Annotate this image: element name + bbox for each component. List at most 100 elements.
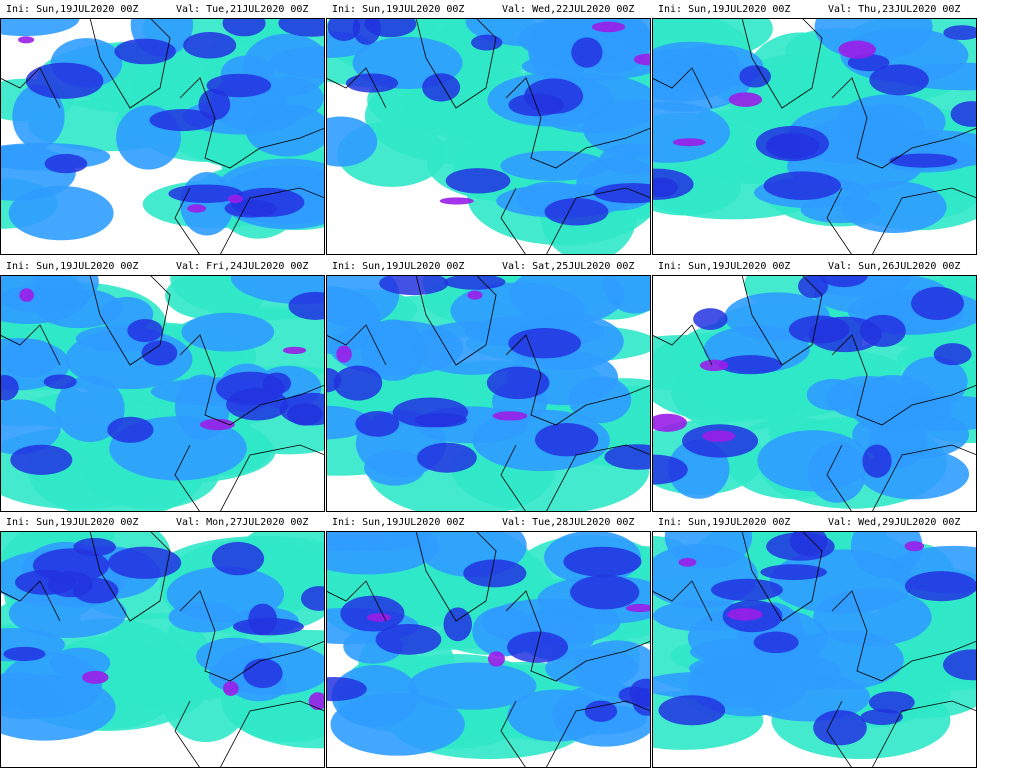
precip-area (18, 36, 35, 44)
precip-area (911, 286, 965, 321)
init-time-label: Ini: Sun,19JUL2020 00Z (6, 4, 138, 15)
precip-area (55, 375, 125, 442)
precip-area (727, 608, 763, 621)
precip-area (860, 708, 903, 726)
coastline (831, 590, 977, 682)
precip-area (658, 695, 726, 726)
coastline (871, 187, 977, 255)
precip-area (308, 692, 325, 711)
precip-area (900, 356, 968, 408)
precip-area (19, 288, 34, 302)
coastline (831, 334, 977, 426)
precip-area (282, 346, 307, 355)
precip-area (245, 104, 325, 157)
precip-area (300, 586, 325, 611)
init-time-label: Ini: Sun,19JUL2020 00Z (332, 4, 464, 15)
precip-area (593, 183, 651, 204)
valid-time-label: Val: Fri,24JUL2020 00Z (176, 261, 308, 272)
precip-area (375, 623, 442, 655)
coastline (179, 77, 325, 169)
coastline (89, 275, 171, 366)
precip-area (82, 670, 109, 684)
precip-area (3, 646, 46, 662)
precip-area (463, 559, 527, 588)
precip-area (819, 275, 868, 288)
init-time-label: Ini: Sun,19JUL2020 00Z (332, 517, 464, 528)
coastline (89, 531, 171, 622)
precip-area (345, 73, 399, 93)
coastline (826, 444, 853, 512)
precip-area (486, 366, 550, 400)
precip-area (652, 101, 730, 163)
coastline (219, 444, 325, 512)
init-time-label: Ini: Sun,19JUL2020 00Z (658, 4, 790, 15)
precip-area (279, 392, 325, 426)
precip-area (664, 531, 753, 569)
coastline (415, 275, 497, 366)
coastline (741, 531, 823, 622)
precip-area (355, 410, 400, 437)
init-time-label: Ini: Sun,19JUL2020 00Z (658, 517, 790, 528)
precip-area (618, 686, 650, 704)
precip-area (570, 575, 640, 610)
init-time-label: Ini: Sun,19JUL2020 00Z (658, 261, 790, 272)
precip-area (443, 275, 506, 290)
precip-area (763, 171, 842, 200)
precip-area (841, 181, 947, 233)
init-time-label: Ini: Sun,19JUL2020 00Z (6, 517, 138, 528)
precip-area (230, 187, 305, 218)
panel-frame (326, 18, 651, 255)
precip-area (248, 603, 278, 635)
precip-area (766, 532, 835, 561)
coastline (415, 531, 497, 622)
precip-area (352, 18, 381, 45)
panel-frame (0, 275, 325, 512)
precip-area (25, 62, 104, 99)
precip-area (327, 18, 361, 41)
precip-area (699, 359, 729, 372)
map-panel (0, 18, 325, 255)
precip-area (379, 275, 449, 296)
precip-area (181, 312, 275, 352)
precip-area (869, 64, 929, 96)
precip-area (753, 631, 799, 654)
map-panel (326, 18, 651, 255)
map-panel (652, 531, 977, 768)
coastline (652, 580, 713, 622)
precip-area (223, 681, 239, 696)
coastline (174, 700, 201, 768)
panel-frame (652, 18, 977, 255)
precip-area (326, 287, 381, 354)
coastline (741, 18, 823, 109)
precip-area (868, 691, 915, 714)
precip-area (571, 37, 603, 68)
coastline (89, 18, 171, 109)
map-panel (0, 531, 325, 768)
precip-area (652, 454, 688, 485)
coastline (500, 444, 527, 512)
precip-area (422, 73, 461, 102)
precip-area (333, 365, 383, 401)
precip-area (222, 18, 266, 37)
coastline (505, 334, 651, 426)
panel-frame (326, 275, 651, 512)
panel-frame (652, 275, 977, 512)
precip-area (544, 198, 609, 226)
precip-area (652, 413, 688, 432)
coastline (179, 334, 325, 426)
precip-area (625, 603, 651, 613)
precip-area (904, 541, 925, 552)
precip-area (702, 430, 736, 442)
precip-area (330, 693, 465, 756)
precip-area (445, 168, 511, 194)
valid-time-label: Val: Wed,22JUL2020 00Z (502, 4, 634, 15)
coastline (505, 77, 651, 169)
precip-area (198, 88, 231, 121)
precip-area (0, 18, 80, 37)
precip-area (728, 92, 763, 107)
precip-area (326, 677, 367, 702)
precip-area (904, 571, 977, 602)
precip-area (43, 374, 77, 390)
